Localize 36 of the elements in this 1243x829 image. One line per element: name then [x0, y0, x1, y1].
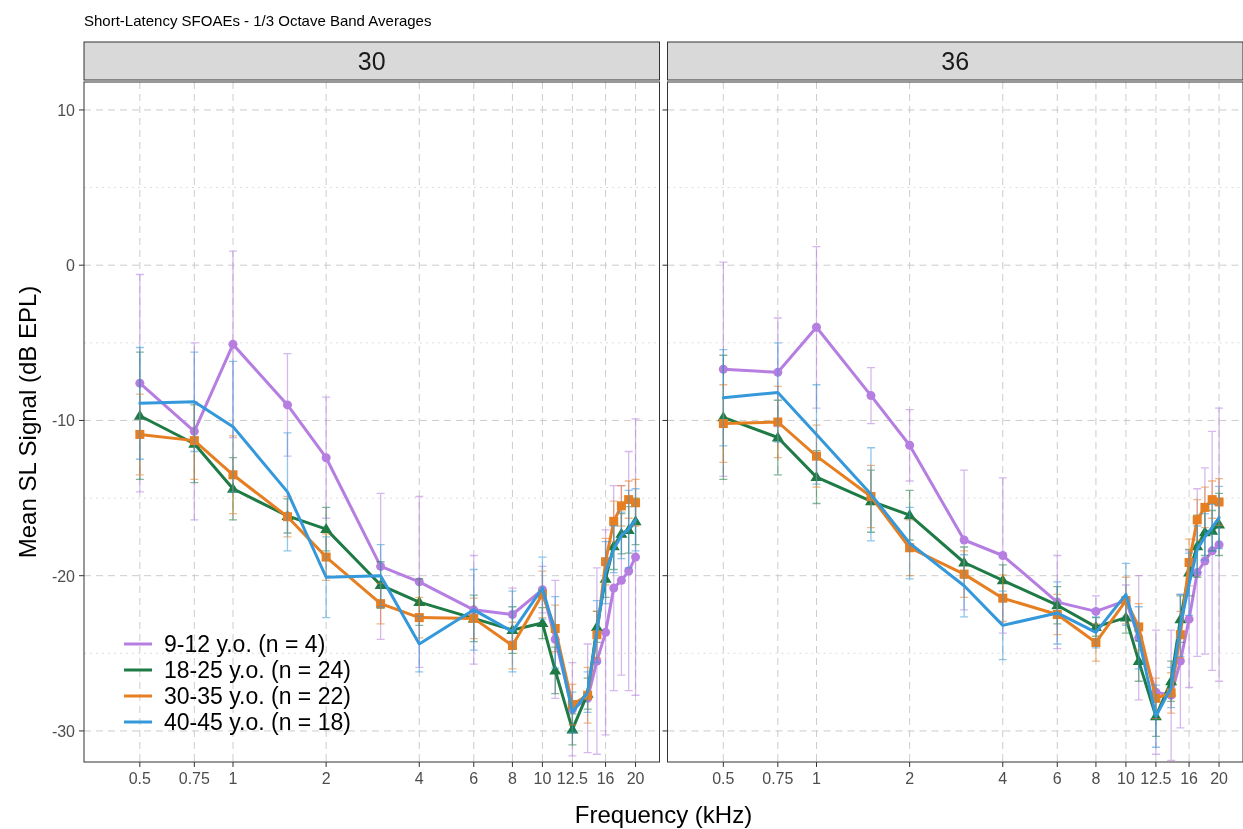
x-tick-label: 4: [998, 770, 1008, 787]
x-tick-label: 10: [1117, 770, 1135, 787]
x-tick-label: 8: [507, 770, 517, 787]
x-axis-title: Frequency (kHz): [574, 801, 753, 828]
legend-label: 9-12 y.o. (n = 4): [164, 631, 326, 657]
x-tick-label: 0.75: [762, 770, 794, 787]
x-tick-label: 16: [1180, 770, 1199, 787]
x-tick-label: 8: [1091, 770, 1101, 787]
x-tick-label: 20: [626, 770, 645, 787]
y-tick-label: -10: [51, 412, 76, 430]
legend-label: 40-45 y.o. (n = 18): [164, 709, 351, 735]
y-tick-label: -20: [51, 567, 76, 585]
chart-subtitle: 30: [357, 47, 386, 75]
x-tick-label: 0.75: [178, 770, 210, 787]
x-tick-label: 16: [596, 770, 615, 787]
x-tick-label: 12.5: [1140, 770, 1172, 787]
x-tick-label: 1: [812, 770, 822, 787]
x-tick-label: 2: [905, 770, 915, 787]
x-tick-label: 1: [228, 770, 238, 787]
x-tick-label: 6: [1052, 770, 1062, 787]
x-tick-label: 2: [321, 770, 331, 787]
y-tick-label: -30: [51, 722, 76, 740]
x-tick-label: 12.5: [556, 770, 589, 787]
legend-label: 30-35 y.o. (n = 22): [164, 683, 351, 709]
chart-title: Short-Latency SFOAEs - 1/3 Octave Band Averages: [84, 12, 432, 29]
y-axis-title: Mean SL Signal (dB EPL): [14, 285, 41, 559]
y-tick-label: 10: [57, 101, 76, 119]
x-tick-label: 10: [533, 770, 552, 787]
x-tick-label: 0.5: [128, 770, 152, 787]
x-tick-label: 0.5: [712, 770, 735, 787]
legend-label: 18-25 y.o. (n = 24): [164, 657, 351, 683]
y-tick-label: 0: [66, 257, 76, 275]
x-tick-label: 6: [469, 770, 479, 787]
x-tick-label: 20: [1210, 770, 1229, 787]
chart-subtitle: 36: [941, 47, 970, 75]
x-tick-label: 4: [414, 770, 424, 787]
